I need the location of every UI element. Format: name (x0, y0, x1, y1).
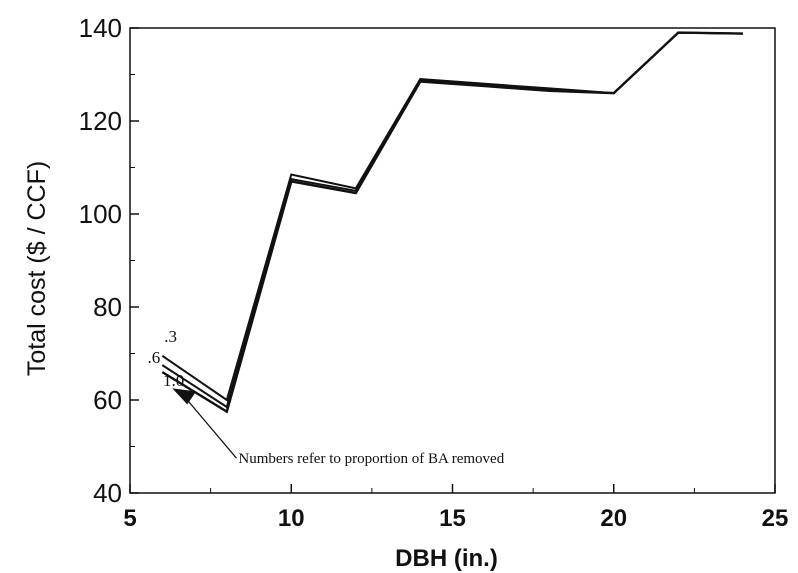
annotation-text: Numbers refer to proportion of BA remove… (238, 451, 504, 467)
y-tick-label: 40 (93, 478, 122, 508)
series-label-3: 1.0 (163, 371, 184, 390)
series-group (161, 31, 743, 414)
y-tick-label: 80 (93, 292, 122, 322)
series-line-2 (161, 31, 743, 409)
series-label-2: .6 (148, 348, 161, 367)
x-tick-label: 20 (600, 505, 627, 532)
x-tick-label: 10 (278, 505, 305, 532)
y-tick-label: 60 (93, 385, 122, 415)
y-tick-label: 120 (79, 106, 122, 136)
series-label-1: .3 (164, 327, 177, 346)
y-tick-label: 140 (79, 13, 122, 43)
annotation-arrowhead (172, 388, 197, 405)
series-line-3 (161, 31, 743, 414)
annotation-arrow-line (183, 395, 237, 459)
y-axis-label: Total cost ($ / CCF) (23, 161, 51, 376)
labels: .3.61.0 (148, 327, 237, 459)
x-axis-label: DBH (in.) (395, 545, 498, 572)
y-tick-label: 100 (79, 199, 122, 229)
x-tick-label: 5 (123, 505, 136, 532)
plot-frame (129, 27, 776, 494)
axes (129, 27, 776, 494)
ticks: 40 60 80 100 120 140 5 10 15 20 25 (79, 13, 789, 532)
x-tick-label: 25 (762, 505, 789, 532)
series-line-1 (161, 31, 743, 402)
x-tick-label: 15 (439, 505, 466, 532)
